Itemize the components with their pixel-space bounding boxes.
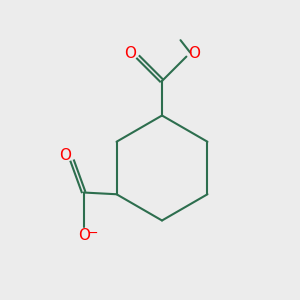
- Text: O: O: [59, 148, 71, 163]
- Text: −: −: [88, 227, 98, 240]
- Text: O: O: [78, 228, 90, 243]
- Text: O: O: [124, 46, 136, 61]
- Text: O: O: [188, 46, 200, 61]
